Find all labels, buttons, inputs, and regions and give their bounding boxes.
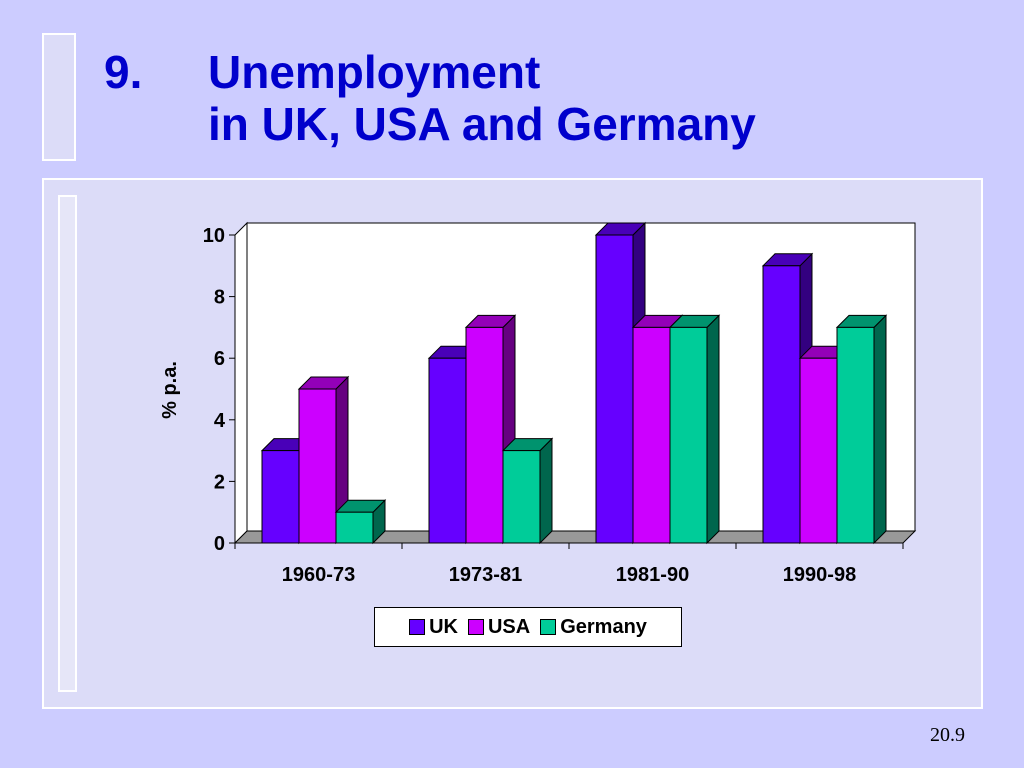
x-tick-label-1973-81: 1973-81 bbox=[449, 564, 522, 586]
bar-side-germany-1990-98 bbox=[873, 314, 887, 545]
bar-uk-1990-98 bbox=[762, 265, 801, 544]
x-tick-label-1981-90: 1981-90 bbox=[616, 564, 689, 586]
legend-item-germany: Germany bbox=[540, 616, 647, 639]
x-tick-label-1990-98: 1990-98 bbox=[783, 564, 856, 586]
title-decoration bbox=[42, 33, 76, 161]
legend-label-uk: UK bbox=[429, 615, 458, 638]
bar-side-germany-1981-90 bbox=[706, 314, 720, 545]
y-tick-label-0: 0 bbox=[214, 533, 225, 555]
plot-side-wall bbox=[234, 221, 248, 545]
title-line-1: Unemployment bbox=[208, 46, 541, 98]
bar-germany-1990-98 bbox=[836, 326, 875, 544]
x-tick-label-1960-73: 1960-73 bbox=[282, 564, 355, 586]
bar-uk-1981-90 bbox=[595, 234, 634, 544]
legend-label-germany: Germany bbox=[560, 615, 647, 638]
title-number: 9. bbox=[104, 46, 143, 98]
bar-germany-1973-81 bbox=[502, 450, 541, 544]
bar-uk-1960-73 bbox=[261, 450, 300, 544]
bar-germany-1960-73 bbox=[335, 511, 374, 544]
bar-uk-1973-81 bbox=[428, 357, 467, 544]
y-tick-label-6: 6 bbox=[214, 348, 225, 370]
title-line-2: in UK, USA and Germany bbox=[208, 98, 756, 150]
legend-swatch-uk bbox=[409, 619, 426, 635]
bar-usa-1960-73 bbox=[298, 388, 337, 544]
legend-item-usa: USA bbox=[467, 615, 531, 639]
legend-swatch-usa bbox=[467, 619, 484, 635]
y-tick-label-4: 4 bbox=[214, 410, 226, 432]
legend-swatch-germany bbox=[540, 619, 557, 635]
bar-germany-1981-90 bbox=[669, 326, 708, 544]
slide-title: 9. Unemployment in UK, USA and Germany bbox=[104, 46, 756, 150]
legend-item-uk: UK bbox=[409, 616, 458, 639]
y-tick-label-10: 10 bbox=[203, 225, 225, 247]
legend-label-usa: USA bbox=[487, 615, 531, 638]
bar-side-germany-1973-81 bbox=[539, 437, 553, 545]
page-number: 20.9 bbox=[930, 724, 965, 746]
bar-usa-1981-90 bbox=[632, 326, 671, 544]
y-tick-label-2: 2 bbox=[214, 471, 225, 493]
y-axis-label: % p.a. bbox=[159, 361, 181, 419]
bar-usa-1990-98 bbox=[799, 357, 838, 544]
chart-legend: UK USA Germany bbox=[374, 607, 682, 647]
bar-usa-1973-81 bbox=[465, 326, 504, 544]
y-tick-label-8: 8 bbox=[214, 287, 225, 309]
panel-decoration bbox=[58, 195, 77, 692]
